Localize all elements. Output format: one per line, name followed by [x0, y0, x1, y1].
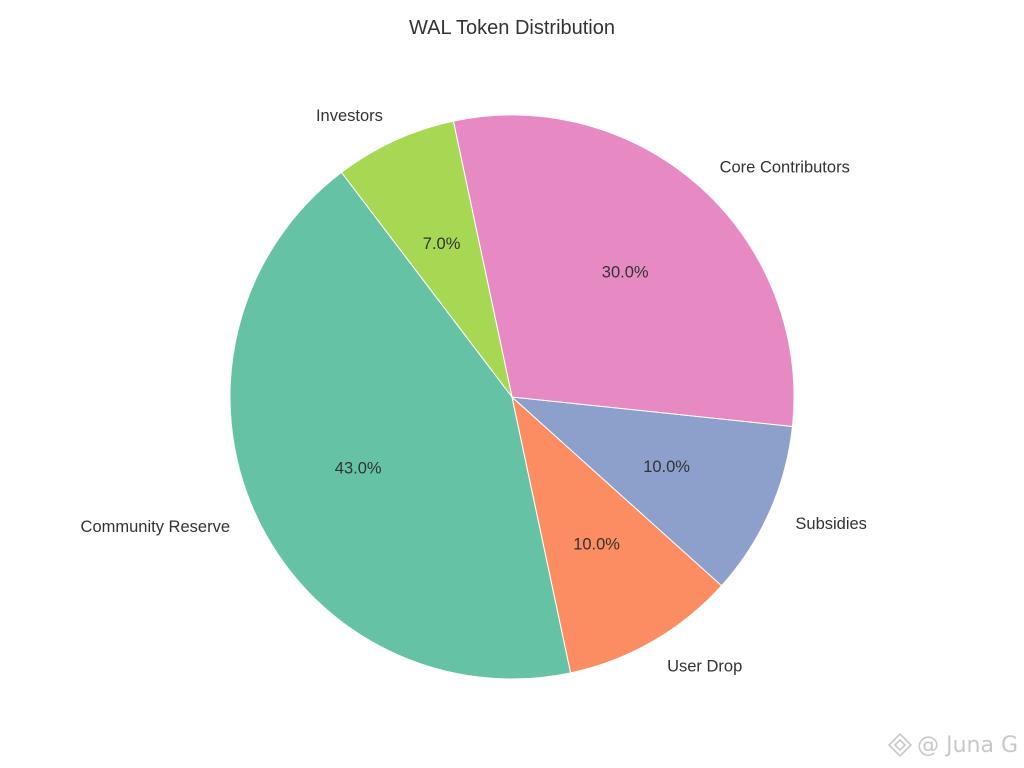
pie-label-user-drop: User Drop	[667, 658, 742, 676]
pie-pct-label-community-reserve: 43.0%	[335, 459, 382, 477]
pie-pct-label-investors: 7.0%	[423, 235, 461, 253]
pie-labels: 43.0% Community Reserve 10.0% User Drop 10.0…	[81, 107, 867, 676]
watermark-text: @ Juna G	[917, 732, 1018, 758]
pie-pct-label-user-drop: 10.0%	[573, 536, 620, 554]
watermark: @ Juna G	[887, 732, 1018, 758]
pie-slice-investors	[340, 120, 513, 398]
pie-slice-subsidies	[510, 396, 794, 587]
pie-slice-core-contributors	[452, 114, 795, 428]
diamond-logo-icon	[887, 732, 913, 758]
pie-slice-community-reserve	[229, 171, 572, 680]
pie-label-community-reserve: Community Reserve	[81, 518, 230, 536]
pie-label-investors: Investors	[316, 107, 383, 125]
pie-slices	[229, 114, 795, 680]
pie-label-core-contributors: Core Contributors	[720, 159, 850, 177]
pie-label-subsidies: Subsidies	[795, 515, 867, 533]
pie-slice-user-drop	[511, 395, 723, 674]
chart-title: WAL Token Distribution	[409, 17, 615, 39]
pie-pct-label-subsidies: 10.0%	[643, 458, 690, 476]
pie-pct-label-core-contributors: 30.0%	[602, 263, 649, 281]
